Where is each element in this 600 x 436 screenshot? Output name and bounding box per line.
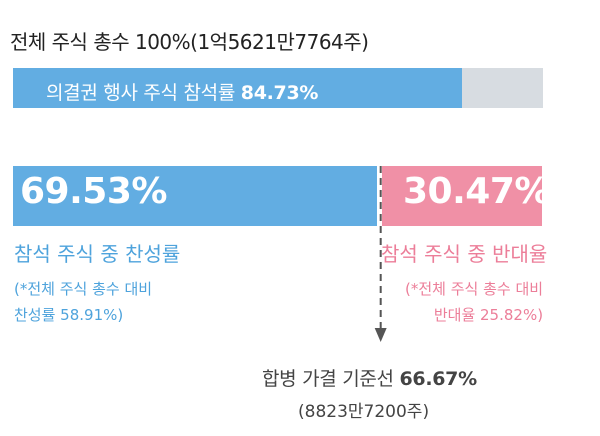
- turnout-label: 의결권 행사 주식 참석률 84.73%: [46, 78, 318, 105]
- turnout-bar-fill: [13, 68, 463, 108]
- threshold-label: 합병 가결 기준선 66.67%: [262, 364, 477, 391]
- favor-value-label: 69.53%: [20, 171, 167, 212]
- chart-title: 전체 주식 총수 100%(1억5621만7764주): [10, 30, 369, 54]
- turnout-bar-track: [13, 68, 543, 108]
- against-note-line2: 반대율 25.82%): [433, 306, 544, 324]
- turnout-value: 84.73%: [240, 82, 319, 104]
- favor-series-label: 참석 주식 중 찬성률: [14, 242, 181, 266]
- favor-note-line1: (*전체 주식 총수 대비: [14, 280, 153, 298]
- favor-note-line2: 찬성률 58.91%): [14, 306, 124, 324]
- against-bar: [382, 166, 542, 226]
- threshold-shares: (8823만7200주): [298, 402, 430, 422]
- threshold-arrowhead: [374, 328, 387, 342]
- against-note-line1: (*전체 주식 총수 대비: [405, 280, 544, 298]
- against-series-label: 참석 주식 중 반대율: [381, 242, 548, 266]
- against-note: (*전체 주식 총수 대비 반대율 25.82%): [405, 276, 543, 328]
- threshold-label-text: 합병 가결 기준선: [262, 368, 394, 390]
- turnout-label-text: 의결권 행사 주식 참석률: [46, 82, 236, 104]
- favor-note: (*전체 주식 총수 대비 찬성률 58.91%): [14, 276, 152, 328]
- favor-bar: [13, 166, 378, 226]
- against-value-label: 30.47%: [403, 171, 550, 212]
- threshold-value: 66.67%: [399, 368, 478, 390]
